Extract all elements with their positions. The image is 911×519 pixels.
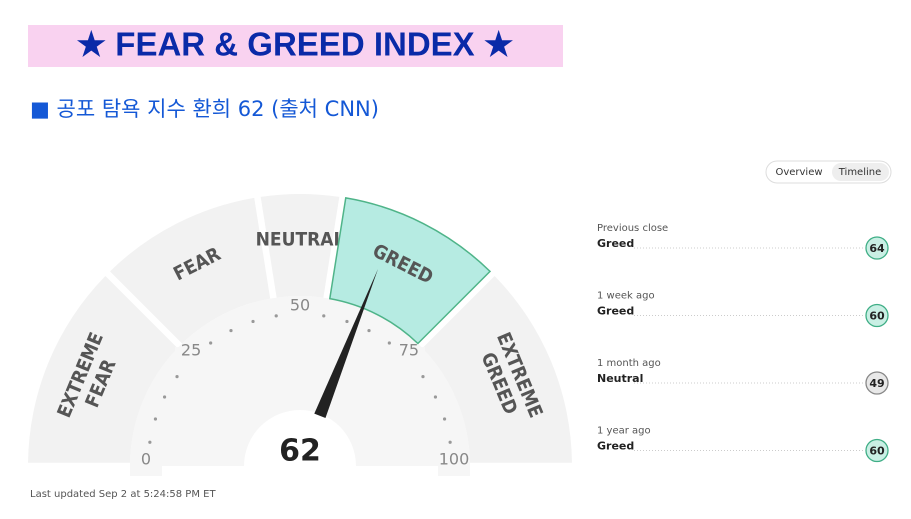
dot: [421, 375, 425, 379]
tick-mask: [130, 456, 162, 476]
history-label: 1 week ago: [597, 291, 655, 302]
gauge-center: [244, 410, 356, 466]
tab[interactable]: Timeline: [838, 167, 882, 178]
history-label: Previous close: [597, 223, 668, 234]
gauge-inner: [130, 296, 470, 466]
gauge-segment: [422, 275, 572, 463]
dot: [175, 375, 179, 379]
title-box: [28, 25, 563, 67]
dot: [322, 314, 326, 318]
history-rating: Greed: [597, 237, 634, 250]
tick-mask: [175, 347, 208, 368]
dot: [153, 417, 158, 421]
dot: [148, 440, 152, 444]
dot: [442, 417, 447, 421]
history-label: 1 month ago: [597, 358, 661, 369]
tick-mask: [284, 302, 316, 322]
history-rating: Greed: [597, 440, 634, 453]
title: ★ FEAR & GREED INDEX ★: [77, 26, 514, 63]
history-badge: [865, 303, 889, 328]
dot: [345, 319, 349, 324]
gauge-segment: [28, 275, 178, 463]
tab-active: [832, 163, 889, 181]
tick-label: 50: [290, 296, 310, 315]
history-label: 1 year ago: [597, 426, 651, 437]
dot: [251, 319, 255, 324]
dot: [209, 341, 213, 345]
gauge-segment: [328, 197, 492, 345]
history-badge: [865, 438, 889, 463]
tick-label: 0: [141, 450, 151, 469]
dot: [162, 395, 167, 399]
gauge-segment: [260, 194, 340, 298]
dot: [448, 440, 452, 444]
last-updated: Last updated Sep 2 at 5:24:58 PM ET: [30, 489, 216, 500]
dot: [367, 328, 371, 333]
gauge-segment: [109, 197, 271, 344]
dot: [433, 395, 438, 399]
needle: [314, 268, 379, 419]
history-value: 64: [869, 242, 885, 255]
history-badge: [865, 371, 889, 395]
history-value: 60: [869, 445, 885, 458]
segment-label: NEUTRAL: [256, 229, 345, 251]
subtitle: ■ 공포 탐욕 지수 환희 62 (출처 CNN): [30, 97, 379, 121]
tick-mask: [392, 347, 425, 368]
tab[interactable]: Overview: [775, 167, 822, 178]
tick-mask: [438, 456, 470, 476]
dot: [387, 341, 391, 345]
history-badge: [865, 236, 889, 260]
history-rating: Neutral: [597, 372, 643, 385]
tick-label: 25: [181, 341, 201, 360]
history-rating: Greed: [597, 305, 634, 318]
tick-label: 75: [399, 341, 419, 360]
dot: [229, 328, 233, 333]
history-value: 49: [869, 377, 884, 390]
tick-label: 100: [439, 450, 470, 469]
gauge-value: 62: [279, 434, 321, 469]
dot: [274, 314, 278, 318]
history-value: 60: [869, 310, 885, 323]
